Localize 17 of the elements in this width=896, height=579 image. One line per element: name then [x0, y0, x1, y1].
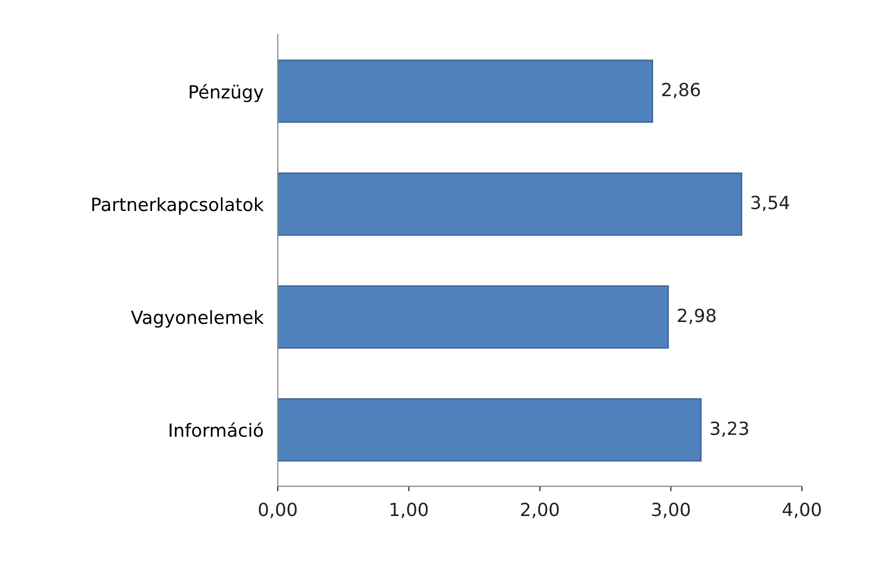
x-tick-label: 0,00	[258, 502, 297, 518]
y-tick-label: Vagyonelemek	[130, 310, 264, 328]
y-tick-label: Pénzügy	[190, 84, 264, 102]
x-tick-label: 2,00	[521, 502, 559, 518]
x-tick-label: 1,00	[390, 502, 428, 518]
data-label: 2,98	[678, 308, 716, 324]
data-label: 3,23	[710, 421, 748, 437]
bar	[278, 172, 742, 236]
x-tick-label: 4,00	[782, 502, 821, 518]
data-label: 2,86	[662, 82, 700, 98]
y-tick-label: Információ	[170, 422, 263, 438]
bar	[278, 398, 702, 462]
bar	[278, 285, 669, 349]
x-tick-label: 3,00	[652, 502, 690, 518]
data-label: 3,54	[751, 196, 790, 212]
y-tick-label: Partnerkapcsolatok	[92, 197, 264, 215]
bar	[278, 60, 654, 123]
